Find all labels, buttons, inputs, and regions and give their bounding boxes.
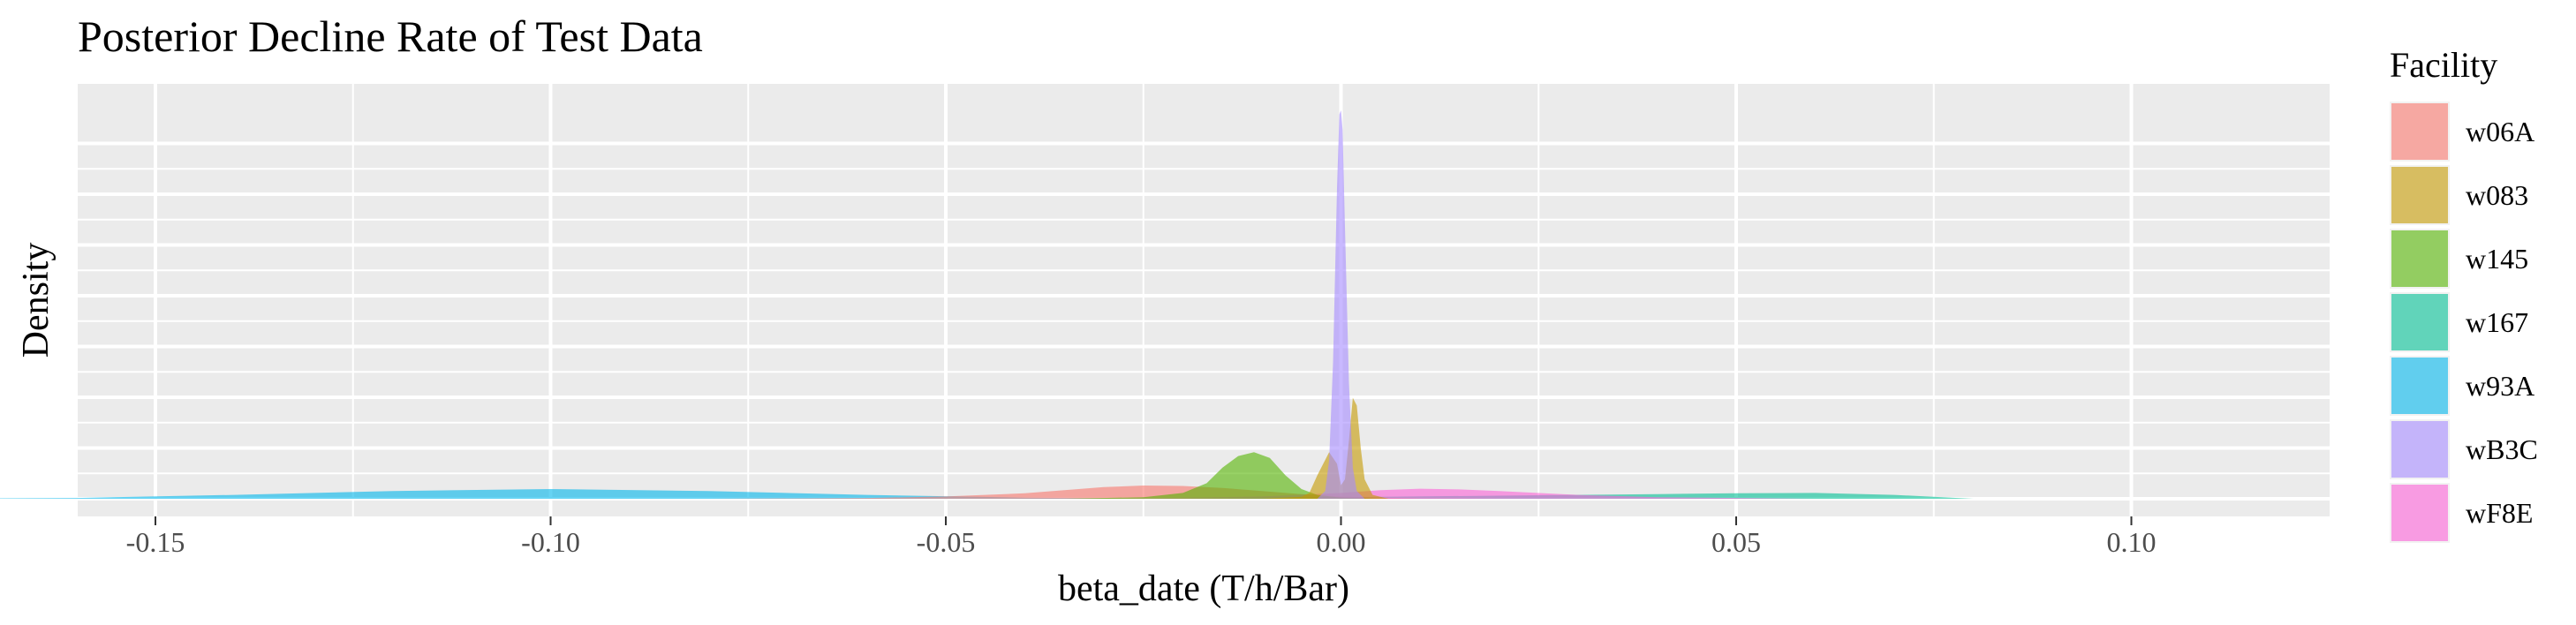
legend-swatch-w167 <box>2391 294 2448 350</box>
x-axis-ticks: -0.15 -0.10 -0.05 0.00 0.05 0.10 <box>126 516 2157 558</box>
grid-major <box>78 84 2330 516</box>
y-axis-title: Density <box>16 243 57 358</box>
density-area-w083 <box>1262 397 1389 499</box>
x-tick-label: -0.15 <box>126 526 185 558</box>
plot-panel <box>78 84 2330 516</box>
x-tick-label: 0.05 <box>1711 526 1761 558</box>
legend-swatch-w93A <box>2391 358 2448 414</box>
legend-swatch-wB3C <box>2391 421 2448 478</box>
grid-minor <box>78 84 2330 525</box>
legend-swatch-w06A <box>2391 103 2448 160</box>
density-area-wB3C <box>1317 110 1365 499</box>
density-area-w93A <box>0 489 1183 499</box>
legend-swatch-w145 <box>2391 230 2448 287</box>
legend-label-w083: w083 <box>2466 179 2528 211</box>
legend-label-wF8E: wF8E <box>2466 497 2533 529</box>
legend-label-wB3C: wB3C <box>2466 433 2538 465</box>
legend-label-w06A: w06A <box>2466 116 2534 147</box>
x-axis-title: beta_date (T/h/Bar) <box>1058 569 1349 609</box>
chart-title: Posterior Decline Rate of Test Data <box>78 11 703 61</box>
x-tick-label: 0.00 <box>1317 526 1366 558</box>
x-tick-label: 0.10 <box>2107 526 2157 558</box>
legend: Facility w06A w083 w145 w167 w93A wB3C wF8E <box>2390 45 2538 543</box>
density-areas <box>0 110 1974 499</box>
x-tick-label: -0.10 <box>521 526 580 558</box>
legend-swatch-wF8E <box>2391 485 2448 541</box>
legend-label-w145: w145 <box>2466 243 2528 275</box>
legend-title: Facility <box>2390 45 2497 85</box>
legend-swatch-w083 <box>2391 167 2448 223</box>
x-tick-label: -0.05 <box>917 526 976 558</box>
legend-label-w167: w167 <box>2466 306 2528 338</box>
density-area-w145 <box>1064 452 1381 499</box>
legend-label-w93A: w93A <box>2466 370 2534 402</box>
